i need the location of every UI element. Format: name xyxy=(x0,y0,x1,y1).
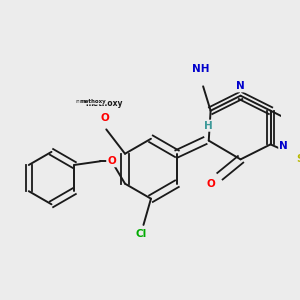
Text: Cl: Cl xyxy=(136,229,147,239)
Text: methoxy: methoxy xyxy=(80,99,106,104)
Text: NH: NH xyxy=(193,64,210,74)
Text: O: O xyxy=(107,156,116,166)
Text: N: N xyxy=(236,81,245,91)
Text: H: H xyxy=(204,121,213,131)
Text: S: S xyxy=(297,154,300,164)
Text: methoxy: methoxy xyxy=(76,99,103,104)
Text: O: O xyxy=(100,113,109,123)
Text: O: O xyxy=(100,113,109,123)
Text: methoxy: methoxy xyxy=(86,99,123,108)
Text: O: O xyxy=(206,179,215,189)
Text: N: N xyxy=(279,141,288,151)
